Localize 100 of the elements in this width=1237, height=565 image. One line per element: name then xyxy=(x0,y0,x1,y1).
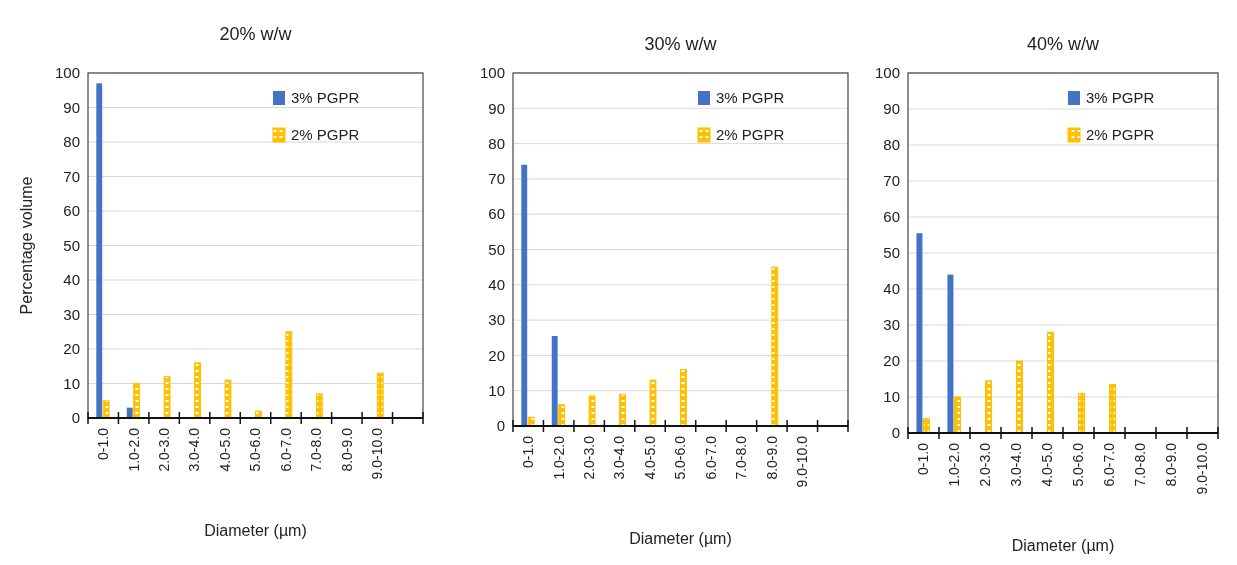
y-axis-title: Percentage volume xyxy=(18,176,35,315)
x-tick-label: 3.0-4.0 xyxy=(1008,442,1025,487)
y-tick-label: 50 xyxy=(63,236,80,254)
x-tick-label: 8.0-9.0 xyxy=(338,427,355,472)
x-tick-label: 8.0-9.0 xyxy=(763,435,780,480)
y-tick-label: 90 xyxy=(488,99,505,117)
y-tick-label: 10 xyxy=(488,381,505,399)
y-tick-label: 70 xyxy=(883,172,900,190)
x-tick-label: 9.0-10.0 xyxy=(369,427,386,480)
bar xyxy=(133,383,141,419)
bar xyxy=(194,362,201,419)
legend-label: 2% PGPR xyxy=(1086,126,1155,144)
y-tick-label: 100 xyxy=(54,64,80,82)
x-tick-label: 8.0-9.0 xyxy=(1163,442,1180,487)
y-tick-label: 50 xyxy=(883,244,900,262)
x-tick-label: 7.0-8.0 xyxy=(733,435,750,480)
x-tick-label: 4.0-5.0 xyxy=(641,435,658,480)
bar xyxy=(315,393,323,419)
x-tick-label: 5.0-6.0 xyxy=(1070,442,1087,487)
bar xyxy=(947,274,954,433)
legend-label: 3% PGPR xyxy=(1086,89,1155,107)
y-tick-label: 70 xyxy=(63,167,80,185)
x-tick-label: 2.0-3.0 xyxy=(581,435,598,480)
x-tick-label: 6.0-7.0 xyxy=(702,435,719,480)
y-tick-label: 30 xyxy=(883,316,900,334)
chart-title: 20% w/w xyxy=(219,24,293,44)
bar xyxy=(1047,331,1054,434)
y-tick-label: 20 xyxy=(63,340,80,358)
bar xyxy=(916,233,923,433)
x-tick-label: 1.0-2.0 xyxy=(946,442,963,487)
y-tick-label: 30 xyxy=(488,311,505,329)
y-tick-label: 60 xyxy=(488,205,505,223)
x-tick-label: 7.0-8.0 xyxy=(1132,442,1149,487)
y-tick-label: 30 xyxy=(63,305,80,323)
y-tick-label: 20 xyxy=(488,346,505,364)
y-tick-label: 40 xyxy=(488,276,505,294)
bar xyxy=(255,410,262,419)
bar xyxy=(680,369,687,427)
y-tick-label: 90 xyxy=(883,100,900,118)
x-tick-label: 6.0-7.0 xyxy=(277,427,294,472)
x-tick-label: 3.0-4.0 xyxy=(186,427,203,472)
x-tick-label: 4.0-5.0 xyxy=(1039,442,1056,487)
bar xyxy=(102,400,110,419)
x-tick-label: 4.0-5.0 xyxy=(216,427,233,472)
y-tick-label: 60 xyxy=(883,208,900,226)
bar xyxy=(1078,392,1085,434)
bar xyxy=(551,335,558,426)
x-tick-label: 9.0-10.0 xyxy=(1194,442,1211,495)
y-tick-label: 100 xyxy=(479,64,505,82)
bar xyxy=(954,396,961,434)
x-tick-label: 3.0-4.0 xyxy=(611,435,628,480)
y-tick-label: 10 xyxy=(883,388,900,406)
chart-title: 30% w/w xyxy=(644,34,718,54)
bar xyxy=(619,393,626,427)
bar xyxy=(649,379,657,427)
bar xyxy=(1016,360,1023,434)
bar xyxy=(224,379,232,419)
x-tick-label: 2.0-3.0 xyxy=(977,442,994,487)
y-tick-label: 80 xyxy=(63,133,80,151)
bar xyxy=(771,266,779,427)
legend-label: 3% PGPR xyxy=(716,89,785,107)
bar xyxy=(96,83,103,418)
bar xyxy=(588,395,596,427)
y-tick-label: 40 xyxy=(883,280,900,298)
y-tick-label: 100 xyxy=(874,64,900,82)
bar xyxy=(1109,383,1116,434)
legend-label: 3% PGPR xyxy=(291,89,360,107)
x-axis-title: Diameter (µm) xyxy=(629,530,732,547)
legend-label: 2% PGPR xyxy=(291,126,360,144)
legend-label: 2% PGPR xyxy=(716,126,785,144)
bar xyxy=(558,404,566,427)
x-tick-label: 9.0-10.0 xyxy=(794,435,811,488)
x-tick-label: 6.0-7.0 xyxy=(1101,442,1118,487)
x-tick-label: 1.0-2.0 xyxy=(550,435,567,480)
x-tick-label: 7.0-8.0 xyxy=(308,427,325,472)
bar xyxy=(376,372,384,419)
x-axis-title: Diameter (µm) xyxy=(1011,537,1115,554)
chart-title: 40% w/w xyxy=(1026,34,1101,54)
x-tick-label: 0-1.0 xyxy=(95,427,112,460)
x-tick-label: 0-1.0 xyxy=(520,435,537,468)
y-tick-label: 40 xyxy=(63,271,80,289)
y-tick-label: 20 xyxy=(883,352,900,370)
x-tick-label: 5.0-6.0 xyxy=(247,427,264,472)
y-tick-label: 80 xyxy=(488,134,505,152)
x-tick-label: 0-1.0 xyxy=(915,442,932,475)
y-tick-label: 80 xyxy=(883,136,900,154)
y-tick-label: 50 xyxy=(488,240,505,258)
x-tick-label: 5.0-6.0 xyxy=(672,435,689,480)
x-tick-label: 2.0-3.0 xyxy=(156,427,173,472)
x-axis-title: Diameter (µm) xyxy=(204,522,307,539)
y-tick-label: 0 xyxy=(71,409,80,427)
y-tick-label: 70 xyxy=(488,170,505,188)
x-tick-label: 1.0-2.0 xyxy=(125,427,142,472)
bar xyxy=(521,164,528,426)
y-tick-label: 10 xyxy=(63,374,80,392)
y-tick-label: 90 xyxy=(63,98,80,116)
bar xyxy=(985,380,992,434)
bar xyxy=(285,331,293,419)
y-tick-label: 0 xyxy=(496,417,505,435)
y-tick-label: 60 xyxy=(63,202,80,220)
